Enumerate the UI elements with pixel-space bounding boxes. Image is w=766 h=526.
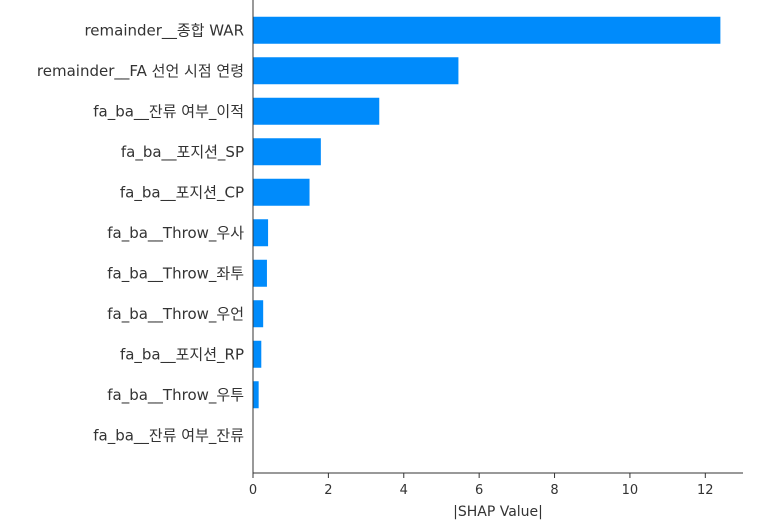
x-tick-label-6: 12 [697,483,714,498]
category-label-10: fa_ba__잔류 여부_잔류 [93,426,244,445]
category-label-1: remainder__FA 선언 시점 연령 [37,62,244,81]
x-tick-label-3: 6 [475,483,483,498]
x-tick-label-4: 8 [550,483,558,498]
bars-group [253,16,721,409]
category-label-9: fa_ba__Throw_우투 [107,386,244,405]
bar-0 [253,16,721,44]
bar-5 [253,219,269,247]
x-axis-label: |SHAP Value| [453,504,543,520]
category-label-6: fa_ba__Throw_좌투 [107,264,244,283]
category-label-0: remainder__종합 WAR [84,21,244,40]
bar-4 [253,178,310,206]
category-label-3: fa_ba__포지션_SP [121,143,244,162]
category-label-5: fa_ba__Throw_우사 [107,224,244,243]
x-tick-label-1: 2 [324,483,332,498]
bar-7 [253,300,264,328]
x-ticks-group: 0 2 4 6 8 10 12 [249,473,714,498]
category-labels: remainder__종합 WAR remainder__FA 선언 시점 연령 f… [37,21,244,445]
category-label-2: fa_ba__잔류 여부_이적 [93,102,244,121]
category-label-4: fa_ba__포지션_CP [120,183,244,202]
bar-3 [253,138,321,166]
x-tick-label-5: 10 [622,483,639,498]
bar-8 [253,340,262,368]
x-tick-label-0: 0 [249,483,257,498]
bar-2 [253,97,380,125]
category-label-7: fa_ba__Throw_우언 [107,305,244,324]
bar-6 [253,259,267,287]
bar-9 [253,381,259,409]
x-tick-label-2: 4 [400,483,408,498]
category-label-8: fa_ba__포지션_RP [120,345,244,364]
bar-1 [253,57,459,85]
